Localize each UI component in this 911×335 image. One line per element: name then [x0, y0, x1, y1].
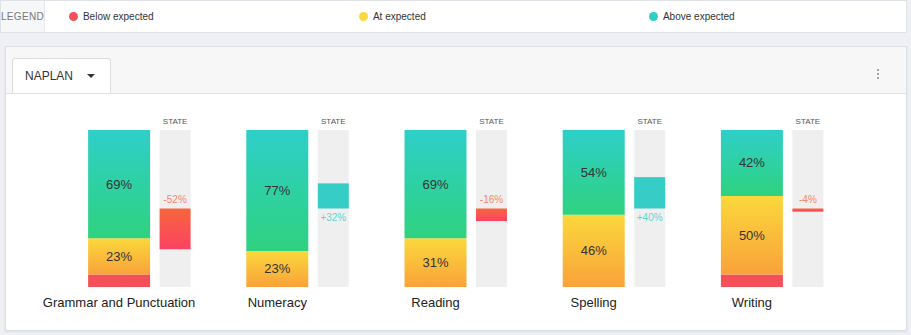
html-text:NAPLAN: NAPLAN — [25, 69, 73, 83]
svg-text:STATE: STATE — [163, 117, 188, 126]
svg-text:42%: 42% — [739, 155, 765, 170]
svg-text:Writing: Writing — [732, 295, 772, 310]
svg-text:69%: 69% — [106, 177, 132, 192]
html-text:Below expected: Below expected — [82, 11, 154, 22]
html-text:Above expected: Above expected — [662, 11, 735, 22]
svg-text:+32%: +32% — [320, 212, 346, 223]
svg-text:69%: 69% — [422, 177, 448, 192]
svg-text:Grammar and Punctuation: Grammar and Punctuation — [43, 295, 195, 310]
svg-text:31%: 31% — [422, 255, 448, 270]
svg-text:Numeracy: Numeracy — [248, 295, 308, 310]
svg-text:-52%: -52% — [163, 194, 186, 205]
svg-text:+40%: +40% — [637, 212, 663, 223]
svg-text:Reading: Reading — [411, 295, 459, 310]
svg-text:STATE: STATE — [796, 117, 821, 126]
svg-text:-16%: -16% — [480, 194, 503, 205]
svg-text:STATE: STATE — [637, 117, 662, 126]
svg-text:46%: 46% — [581, 243, 607, 258]
svg-text:STATE: STATE — [321, 117, 346, 126]
svg-text:23%: 23% — [106, 249, 132, 264]
html-text:At expected: At expected — [372, 11, 426, 22]
svg-text:Spelling: Spelling — [571, 295, 617, 310]
svg-text:50%: 50% — [739, 228, 765, 243]
svg-text:STATE: STATE — [479, 117, 504, 126]
svg-text:-4%: -4% — [799, 194, 817, 205]
svg-text:23%: 23% — [264, 261, 290, 276]
html-text:LEGEND: LEGEND — [1, 11, 44, 22]
svg-text:77%: 77% — [264, 183, 290, 198]
svg-text:54%: 54% — [581, 165, 607, 180]
